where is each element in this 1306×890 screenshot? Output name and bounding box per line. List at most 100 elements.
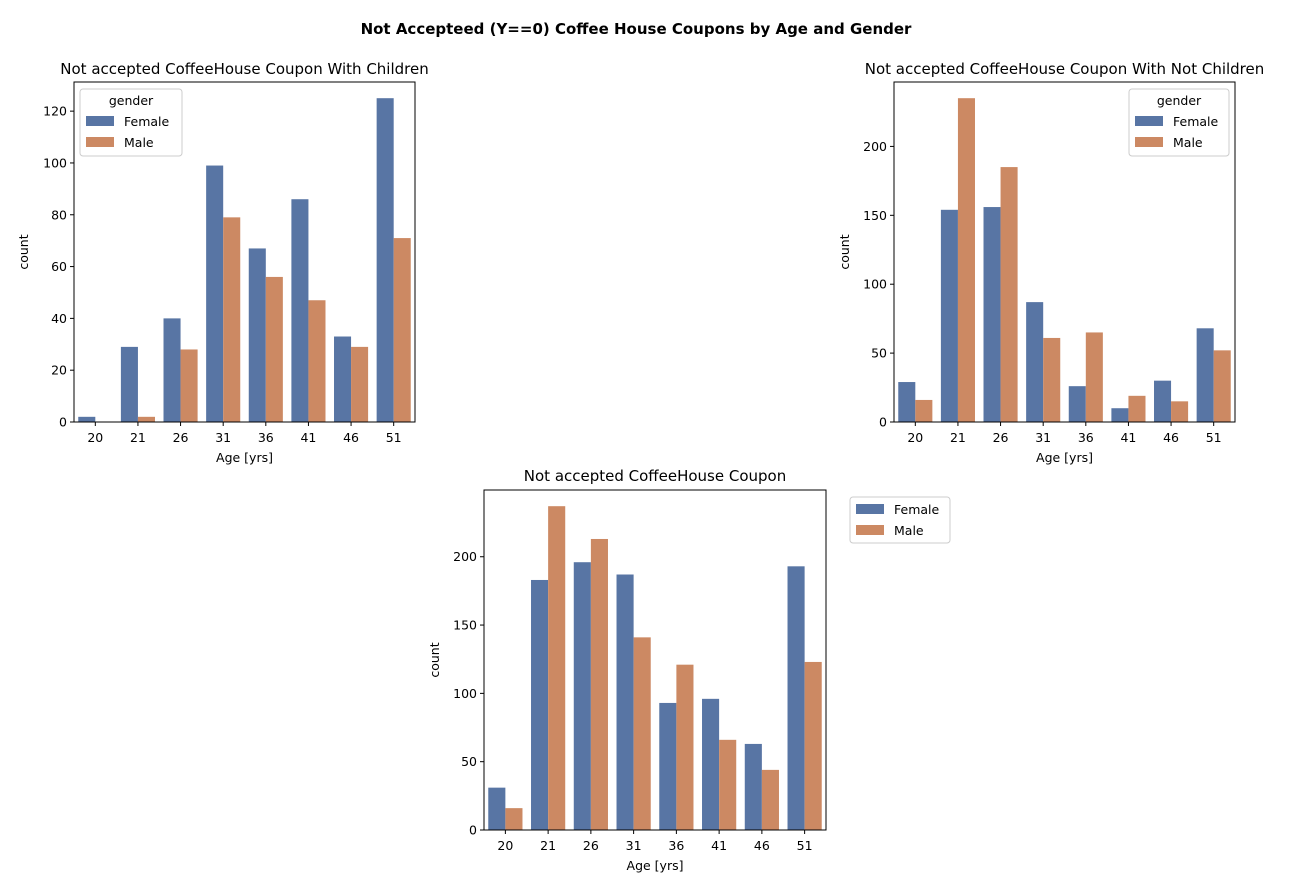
bar-male-26 (1000, 167, 1018, 422)
x-tick-label: 31 (626, 838, 642, 853)
x-tick-label: 36 (668, 838, 684, 853)
y-tick-label: 0 (59, 415, 67, 430)
legend: gender Female Male (1128, 88, 1230, 157)
x-axis-label: Age [yrs] (1036, 450, 1093, 465)
y-tick-label: 0 (469, 823, 477, 838)
y-tick-label: 40 (51, 311, 67, 326)
subplot-title: Not accepted CoffeeHouse Coupon (524, 467, 786, 485)
y-axis-label: count (837, 234, 852, 269)
bar-male-41 (1128, 395, 1146, 422)
subplot-title: Not accepted CoffeeHouse Coupon With Chi… (60, 60, 428, 78)
subplot-title: Not accepted CoffeeHouse Coupon With Not… (865, 60, 1265, 78)
legend-swatch-male (1135, 137, 1163, 147)
bar-male-36 (676, 664, 694, 830)
y-tick-label: 100 (863, 277, 887, 292)
legend-label-male: Male (124, 135, 154, 150)
x-tick-label: 26 (993, 430, 1009, 445)
bar-female-36 (659, 702, 677, 830)
y-axis-label: count (427, 642, 442, 677)
x-tick-label: 36 (258, 430, 274, 445)
bar-male-21 (548, 506, 566, 830)
y-tick-label: 100 (43, 155, 67, 170)
bar-male-31 (1043, 337, 1061, 422)
axes-frame (483, 489, 827, 831)
bar-male-51 (1213, 350, 1231, 422)
bar-male-41 (719, 739, 737, 830)
y-tick-label: 20 (51, 363, 67, 378)
bar-female-20 (488, 787, 506, 830)
y-tick-label: 150 (863, 208, 887, 223)
x-tick-label: 21 (540, 838, 556, 853)
bar-male-41 (308, 300, 326, 422)
legend: Female Male (849, 496, 951, 544)
y-tick-label: 150 (453, 618, 477, 633)
x-tick-label: 20 (87, 430, 103, 445)
legend-swatch-female (856, 504, 884, 514)
x-tick-label: 51 (797, 838, 813, 853)
bar-male-46 (1171, 401, 1189, 422)
subplot-all: Not accepted CoffeeHouse Coupon Age [yrs… (427, 467, 951, 873)
x-tick-label: 21 (950, 430, 966, 445)
y-tick-label: 50 (461, 754, 477, 769)
bar-female-31 (1026, 302, 1044, 422)
y-tick-label: 80 (51, 207, 67, 222)
y-tick-label: 0 (879, 415, 887, 430)
x-tick-label: 51 (386, 430, 402, 445)
bar-male-31 (223, 217, 241, 422)
bar-female-20 (78, 416, 96, 422)
x-axis-label: Age [yrs] (216, 450, 273, 465)
y-tick-label: 200 (453, 549, 477, 564)
bar-female-41 (291, 199, 309, 422)
bar-female-21 (940, 209, 958, 422)
legend-swatch-female (86, 116, 114, 126)
legend-swatch-male (86, 137, 114, 147)
x-tick-label: 46 (1163, 430, 1179, 445)
x-tick-label: 41 (1120, 430, 1136, 445)
bar-female-51 (787, 566, 805, 830)
bar-female-26 (983, 207, 1001, 422)
y-tick-label: 120 (43, 104, 67, 119)
x-tick-label: 20 (497, 838, 513, 853)
x-tick-label: 41 (300, 430, 316, 445)
figure-suptitle: Not Accepteed (Y==0) Coffee House Coupon… (361, 20, 912, 38)
x-tick-label: 21 (130, 430, 146, 445)
bar-male-21 (957, 98, 975, 422)
bar-female-31 (206, 165, 224, 423)
bar-male-36 (265, 276, 283, 422)
bar-female-36 (248, 248, 266, 422)
y-tick-label: 200 (863, 139, 887, 154)
bar-female-51 (1196, 328, 1214, 422)
legend-label-female: Female (1173, 114, 1219, 129)
x-tick-label: 36 (1078, 430, 1094, 445)
bar-female-26 (573, 562, 591, 830)
x-tick-label: 31 (1035, 430, 1051, 445)
bar-male-46 (351, 346, 369, 422)
x-tick-label: 51 (1206, 430, 1222, 445)
bar-female-41 (1111, 408, 1129, 422)
bar-female-51 (376, 98, 394, 422)
legend-swatch-male (856, 525, 884, 535)
bar-female-26 (163, 318, 181, 422)
x-axis-label: Age [yrs] (627, 858, 684, 873)
x-tick-label: 46 (754, 838, 770, 853)
x-tick-label: 26 (173, 430, 189, 445)
bar-male-20 (505, 808, 523, 830)
y-tick-label: 50 (871, 346, 887, 361)
bar-female-46 (334, 336, 352, 422)
bar-female-41 (702, 698, 720, 830)
x-tick-label: 26 (583, 838, 599, 853)
bar-male-31 (633, 637, 651, 830)
legend-label-female: Female (124, 114, 170, 129)
bar-male-20 (915, 399, 933, 422)
subplot-with-children: Not accepted CoffeeHouse Coupon With Chi… (16, 60, 429, 465)
x-tick-label: 41 (711, 838, 727, 853)
bar-female-21 (531, 579, 549, 830)
bar-female-21 (120, 346, 138, 422)
bar-male-26 (180, 349, 198, 422)
bar-male-51 (804, 661, 822, 830)
y-axis-label: count (16, 234, 31, 269)
legend-title: gender (109, 93, 154, 108)
legend-label-male: Male (894, 523, 924, 538)
bar-female-46 (744, 743, 762, 830)
